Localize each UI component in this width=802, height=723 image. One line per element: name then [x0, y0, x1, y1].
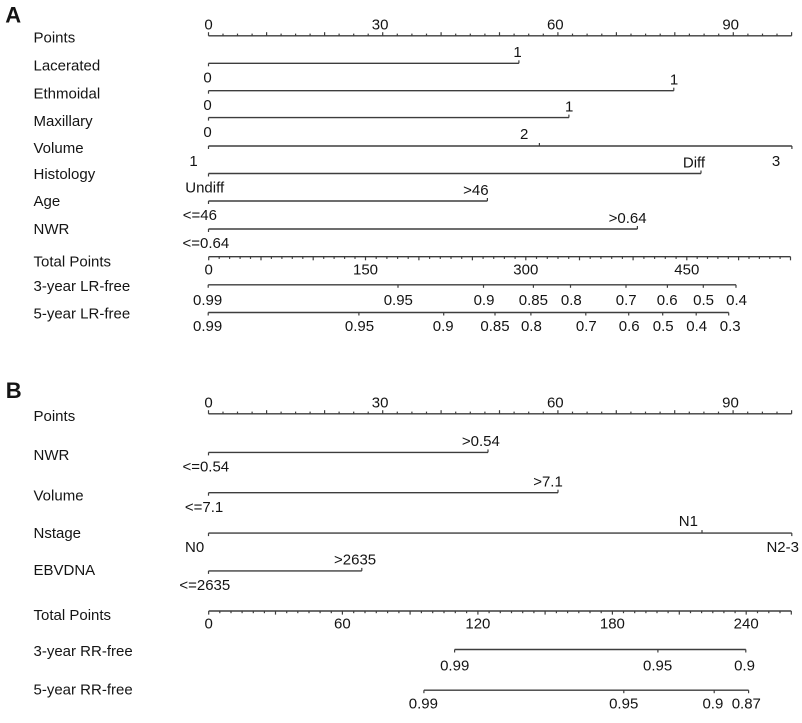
- svg-text:Histology: Histology: [34, 166, 96, 183]
- svg-text:0.95: 0.95: [345, 318, 374, 335]
- svg-text:60: 60: [547, 395, 564, 412]
- svg-text:2: 2: [520, 126, 528, 143]
- svg-text:>2635: >2635: [334, 552, 376, 569]
- svg-text:120: 120: [465, 616, 490, 633]
- svg-text:0: 0: [203, 97, 211, 114]
- svg-text:180: 180: [600, 616, 625, 633]
- svg-text:NWR: NWR: [34, 447, 70, 464]
- svg-text:0.9: 0.9: [702, 696, 723, 713]
- svg-text:A: A: [5, 3, 21, 28]
- svg-text:0.95: 0.95: [384, 292, 413, 309]
- svg-text:3: 3: [772, 153, 780, 170]
- svg-text:Undiff: Undiff: [185, 180, 225, 197]
- svg-text:0.9: 0.9: [433, 318, 454, 335]
- svg-text:90: 90: [722, 17, 739, 34]
- svg-text:0.6: 0.6: [619, 318, 640, 335]
- svg-text:3-year RR-free: 3-year RR-free: [34, 643, 133, 660]
- svg-text:N1: N1: [679, 513, 698, 530]
- svg-text:0.5: 0.5: [653, 318, 674, 335]
- svg-text:0: 0: [203, 70, 211, 87]
- svg-text:60: 60: [334, 616, 351, 633]
- svg-text:0.4: 0.4: [726, 292, 747, 309]
- svg-text:30: 30: [372, 17, 389, 34]
- svg-text:0: 0: [203, 124, 211, 141]
- svg-text:90: 90: [722, 395, 739, 412]
- svg-text:Diff: Diff: [683, 154, 706, 171]
- svg-text:240: 240: [734, 616, 759, 633]
- svg-text:Total Points: Total Points: [34, 607, 112, 624]
- svg-text:Maxillary: Maxillary: [34, 113, 94, 130]
- svg-text:0.87: 0.87: [732, 696, 761, 713]
- svg-text:1: 1: [670, 72, 678, 89]
- svg-text:0.5: 0.5: [693, 292, 714, 309]
- svg-text:<=2635: <=2635: [179, 577, 230, 594]
- svg-text:>0.64: >0.64: [609, 210, 647, 227]
- svg-text:0: 0: [204, 17, 212, 34]
- svg-text:<=7.1: <=7.1: [185, 499, 223, 516]
- svg-text:N2-3: N2-3: [766, 539, 799, 556]
- svg-text:1: 1: [189, 153, 197, 170]
- svg-text:0.7: 0.7: [576, 318, 597, 335]
- svg-text:0.3: 0.3: [720, 318, 741, 335]
- svg-text:0.99: 0.99: [440, 658, 469, 675]
- svg-text:0.7: 0.7: [616, 292, 637, 309]
- svg-text:<=46: <=46: [183, 207, 217, 224]
- svg-text:Ethmoidal: Ethmoidal: [34, 85, 101, 102]
- svg-text:300: 300: [513, 262, 538, 279]
- svg-text:3-year LR-free: 3-year LR-free: [34, 278, 131, 295]
- svg-text:0: 0: [205, 616, 213, 633]
- svg-text:B: B: [6, 378, 22, 403]
- svg-text:Volume: Volume: [34, 488, 84, 505]
- svg-text:Points: Points: [34, 29, 76, 46]
- svg-text:Total Points: Total Points: [34, 253, 112, 270]
- svg-text:0: 0: [204, 395, 212, 412]
- svg-text:Lacerated: Lacerated: [34, 58, 101, 75]
- svg-text:>0.54: >0.54: [462, 433, 500, 450]
- svg-text:0.9: 0.9: [734, 658, 755, 675]
- svg-text:<=0.54: <=0.54: [182, 459, 229, 476]
- svg-text:0.8: 0.8: [561, 292, 582, 309]
- svg-text:5-year LR-free: 5-year LR-free: [34, 306, 131, 323]
- svg-text:0.9: 0.9: [474, 292, 495, 309]
- svg-text:NWR: NWR: [34, 221, 70, 238]
- svg-text:0.99: 0.99: [193, 318, 222, 335]
- svg-text:<=0.64: <=0.64: [183, 235, 230, 252]
- svg-text:0.85: 0.85: [480, 318, 509, 335]
- svg-text:150: 150: [353, 262, 378, 279]
- svg-text:0.4: 0.4: [686, 318, 707, 335]
- svg-text:5-year RR-free: 5-year RR-free: [34, 682, 133, 699]
- svg-text:450: 450: [674, 262, 699, 279]
- svg-text:1: 1: [513, 44, 521, 61]
- svg-text:0.95: 0.95: [643, 658, 672, 675]
- svg-text:30: 30: [372, 395, 389, 412]
- svg-text:60: 60: [547, 17, 564, 34]
- svg-text:EBVDNA: EBVDNA: [34, 562, 96, 579]
- svg-text:Points: Points: [34, 408, 76, 425]
- svg-text:0.99: 0.99: [193, 292, 222, 309]
- svg-text:Volume: Volume: [34, 140, 84, 157]
- svg-text:0.95: 0.95: [609, 696, 638, 713]
- svg-text:N0: N0: [185, 539, 204, 556]
- svg-text:>46: >46: [463, 182, 488, 199]
- svg-text:0.99: 0.99: [409, 696, 438, 713]
- svg-text:0.6: 0.6: [657, 292, 678, 309]
- svg-text:0.85: 0.85: [519, 292, 548, 309]
- svg-text:1: 1: [565, 98, 573, 115]
- svg-text:0.8: 0.8: [521, 318, 542, 335]
- svg-text:>7.1: >7.1: [533, 474, 563, 491]
- svg-text:Nstage: Nstage: [34, 525, 82, 542]
- svg-text:Age: Age: [34, 193, 61, 210]
- svg-text:0: 0: [205, 262, 213, 279]
